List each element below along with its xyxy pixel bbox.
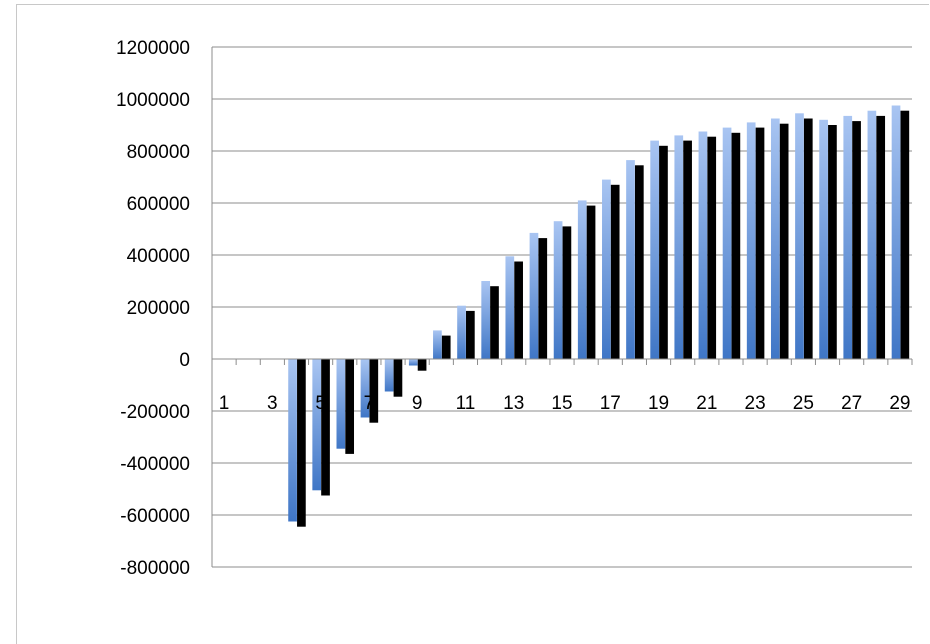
bar-series-2 (586, 205, 596, 359)
x-tick-label: 9 (412, 393, 423, 414)
bar-series-2 (707, 136, 717, 359)
bar-series-2 (466, 310, 475, 359)
x-tick-label: 25 (793, 393, 814, 414)
bar-series-2 (538, 238, 548, 359)
x-tick-label: 27 (841, 393, 862, 414)
bar-series-2 (562, 226, 572, 359)
bar-series-1 (698, 131, 708, 359)
bar-series-2 (369, 359, 379, 423)
x-tick-label: 21 (696, 393, 717, 414)
x-tick-label: 17 (600, 393, 621, 414)
bar-series-2 (755, 127, 765, 359)
chart-frame (16, 4, 929, 644)
x-tick-label: 13 (503, 393, 524, 414)
x-tick-label: 29 (889, 393, 910, 414)
y-axis: 1200000 1000000 800000 600000 400000 200000 0 -… (116, 38, 213, 579)
bar-series-1 (770, 118, 780, 359)
bar-series-1 (795, 113, 804, 359)
bar-series-2 (731, 132, 741, 359)
bar-series-1 (843, 115, 853, 360)
bar-series-2 (297, 359, 306, 527)
bar-series-2 (321, 359, 330, 496)
x-tick-label: 1 (219, 393, 230, 414)
bar-series-1 (288, 359, 297, 522)
y-tick-label: 400000 (127, 246, 190, 267)
bar-series-1 (626, 160, 635, 359)
y-tick-label: 0 (179, 350, 190, 371)
bar-series-1 (529, 232, 539, 359)
y-tick-label: -600000 (120, 506, 190, 527)
y-tick-label: 1200000 (116, 38, 190, 59)
bar-series-1 (650, 140, 659, 359)
bar-series-1 (722, 127, 732, 359)
y-tick-label: -200000 (120, 402, 190, 423)
bar-series-1 (481, 281, 491, 359)
bar-series-2 (779, 123, 789, 359)
bar-series-1 (384, 359, 394, 392)
bar-series-1 (674, 135, 684, 359)
bar-series-2 (393, 359, 403, 397)
bar-series-1 (457, 305, 466, 359)
bar-series-2 (803, 118, 813, 359)
bar-series-1 (312, 359, 322, 491)
bar-series-1 (577, 200, 587, 359)
y-tick-label: 800000 (127, 142, 190, 163)
bar-chart: 1200000 1000000 800000 600000 400000 200000 0 -… (116, 38, 913, 579)
x-axis: 1 3 5 7 9 11 13 15 17 19 21 23 25 27 29 (211, 358, 913, 414)
bar-series-1 (867, 110, 877, 359)
bar-series-1 (891, 105, 901, 359)
bar-series-2 (876, 115, 886, 360)
bar-series-2 (490, 286, 499, 359)
x-tick-label: 5 (315, 393, 326, 414)
bar-series-2 (441, 335, 451, 359)
y-tick-label: -400000 (120, 454, 190, 475)
bar-series-1 (408, 359, 418, 366)
bar-series-2 (828, 125, 837, 359)
bar-series-2 (683, 140, 692, 359)
bar-series-1 (336, 359, 346, 449)
y-tick-label: 1000000 (116, 90, 190, 111)
bar-series-1 (360, 359, 370, 418)
x-tick-label: 19 (648, 393, 669, 414)
x-tick-label: 3 (267, 393, 278, 414)
y-tick-label: 200000 (127, 298, 190, 319)
x-tick-label: 11 (456, 393, 476, 414)
bar-series-2 (900, 110, 910, 359)
bar-series-2 (345, 359, 355, 454)
bar-series-1 (433, 330, 442, 359)
bar-series-2 (514, 261, 523, 359)
y-tick-label: -800000 (120, 558, 190, 579)
bar-series-2 (852, 121, 861, 359)
bar-series-2 (610, 184, 620, 359)
bar-series-2 (659, 145, 668, 359)
bar-series-1 (505, 256, 515, 359)
y-tick-label: 600000 (127, 194, 190, 215)
bar-series-1 (746, 122, 756, 360)
bar-series-1 (602, 179, 611, 359)
bar-series-2 (634, 165, 644, 359)
bar-series-1 (553, 221, 563, 359)
x-tick-label: 7 (364, 393, 375, 414)
bars (288, 105, 910, 527)
x-tick-label: 23 (745, 393, 766, 414)
bar-series-1 (819, 119, 828, 359)
x-tick-label: 15 (551, 393, 572, 414)
bar-series-2 (417, 359, 427, 371)
